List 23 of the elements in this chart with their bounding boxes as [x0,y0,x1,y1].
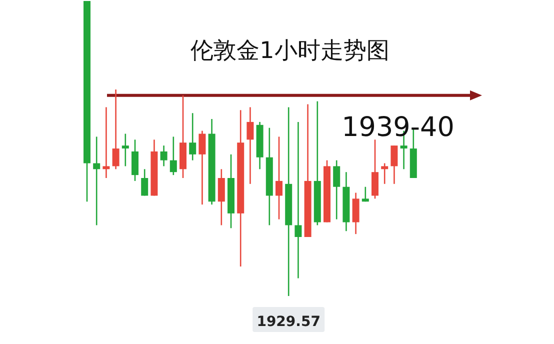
candlestick [276,136,282,220]
candlestick [381,162,388,185]
candlestick [390,144,398,185]
candlestick [189,112,196,161]
candlestick [352,192,360,235]
annotation: 1939-40 [342,112,454,143]
candlestick [294,121,302,279]
candlestick [333,160,340,220]
annotation: 1929.57 [256,314,320,330]
candlestick [93,136,100,226]
candlestick [160,144,168,167]
candlestick [246,106,254,185]
candlestick [362,186,369,202]
candlestick [102,106,110,179]
candlestick [112,88,120,170]
candlestick [122,133,129,167]
candlestick [170,136,177,176]
candlestick [372,139,378,200]
candlestick [218,168,225,226]
text: 伦敦金1小时走势图 [190,38,390,64]
candlestick [198,130,206,206]
candlestick [132,139,138,182]
candlestick [141,168,148,196]
